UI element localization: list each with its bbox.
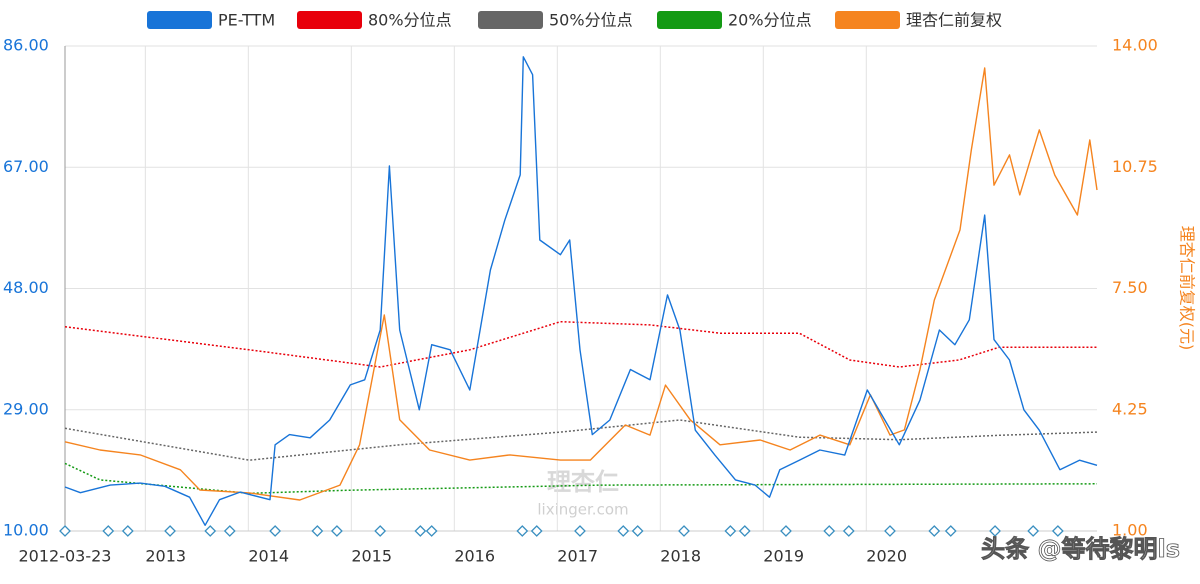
event-marker (631, 525, 644, 537)
x-tick-label: 2014 (248, 547, 289, 566)
event-marker (823, 525, 836, 537)
legend-swatch (478, 11, 543, 29)
event-marker (724, 525, 737, 537)
x-tick-label: 2019 (763, 547, 804, 566)
event-marker (121, 525, 134, 537)
legend-item: 80%分位点 (297, 11, 452, 30)
legend-swatch (657, 11, 722, 29)
legend-label: 理杏仁前复权 (906, 11, 1002, 30)
event-marker (574, 525, 586, 537)
x-tick-label: 2015 (351, 547, 392, 566)
event-marker (330, 525, 343, 537)
legend-label: PE-TTM (218, 11, 275, 30)
event-marker (617, 525, 630, 537)
event-marker (1051, 525, 1064, 537)
y-tick-label: 86.00 (3, 36, 49, 55)
x-tick-label: 2017 (557, 547, 598, 566)
event-marker (780, 525, 792, 537)
x-tick-label: 2020 (866, 547, 907, 566)
series-line (64, 419, 1098, 461)
legend-swatch (297, 11, 362, 29)
event-marker (738, 525, 751, 537)
event-marker (102, 525, 115, 537)
event-marker (530, 525, 543, 537)
legend-item: 20%分位点 (657, 11, 812, 30)
y2-axis-title: 理杏仁前复权(元) (1178, 226, 1197, 351)
watermark-url: lixinger.com (537, 501, 628, 519)
event-marker (989, 525, 1001, 537)
x-tick-label: 2013 (145, 547, 186, 566)
event-marker (425, 525, 438, 537)
x-tick-label: 2018 (660, 547, 701, 566)
legend-label: 20%分位点 (728, 11, 812, 30)
event-marker (678, 525, 690, 537)
event-marker (944, 525, 957, 537)
event-marker (164, 525, 176, 537)
x-tick-label: 2016 (454, 547, 495, 566)
event-marker (374, 525, 387, 537)
watermark-logo: 理杏仁 (547, 468, 619, 496)
y-tick-label: 48.00 (3, 278, 49, 297)
y2-tick-label: 14.00 (1112, 36, 1158, 55)
event-marker (311, 525, 324, 537)
legend-swatch (835, 11, 900, 29)
y-tick-label: 67.00 (3, 157, 49, 176)
event-marker (1027, 525, 1040, 537)
event-marker (204, 525, 217, 537)
y2-tick-label: 4.25 (1112, 399, 1148, 418)
x-tick-label: 2012-03-23 (19, 547, 112, 566)
event-marker (269, 525, 282, 537)
event-marker (884, 525, 896, 537)
y2-tick-label: 10.75 (1112, 157, 1158, 176)
legend-swatch (147, 11, 212, 29)
legend-label: 80%分位点 (368, 11, 452, 30)
legend-item: 理杏仁前复权 (835, 11, 1002, 30)
y-tick-label: 29.00 (3, 399, 49, 418)
event-marker (223, 525, 236, 537)
event-marker (928, 525, 941, 537)
y-tick-label: 10.00 (3, 521, 49, 540)
series-line (64, 56, 1098, 526)
legend-item: 50%分位点 (478, 11, 633, 30)
legend-item: PE-TTM (147, 11, 275, 30)
series-line (64, 320, 1097, 368)
event-marker (842, 525, 855, 537)
event-marker (516, 525, 529, 537)
y2-tick-label: 7.50 (1112, 278, 1148, 297)
y2-tick-label: 1.00 (1112, 521, 1148, 540)
event-marker (59, 525, 71, 537)
series-line (64, 67, 1098, 501)
legend-label: 50%分位点 (549, 11, 633, 30)
event-marker (414, 525, 427, 537)
grid (64, 45, 1097, 532)
overlay-text: 头条 @等待黎明ls (981, 535, 1180, 563)
series-line (64, 462, 1098, 495)
